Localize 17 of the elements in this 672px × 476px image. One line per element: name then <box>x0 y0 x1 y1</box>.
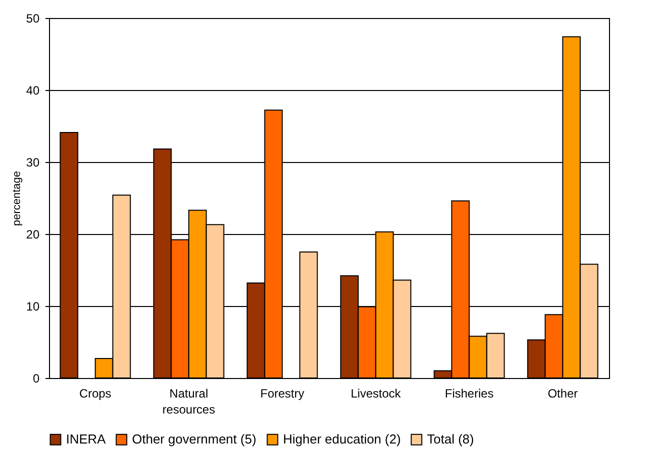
y-tick-label: 30 <box>26 156 40 170</box>
legend-label: Total (8) <box>427 432 474 447</box>
legend-label: Other government (5) <box>132 432 256 447</box>
legend-label: Higher education (2) <box>283 432 401 447</box>
y-tick-label: 50 <box>26 12 40 26</box>
x-tick-label: Livestock <box>350 386 402 400</box>
y-tick-label: 10 <box>26 300 40 314</box>
y-tick-label: 0 <box>32 372 40 386</box>
x-tick-label: Crops <box>79 386 112 400</box>
y-axis-title: percentage <box>11 170 24 226</box>
y-tick-label: 40 <box>26 84 40 98</box>
x-tick-label: Other <box>548 386 578 400</box>
legend-label: INERA <box>66 432 106 447</box>
x-tick-label: Fisheries <box>444 386 494 400</box>
x-tick-label: Forestry <box>260 386 304 400</box>
y-tick-label: 20 <box>26 228 40 242</box>
x-tick-label: Natural resources <box>162 386 216 416</box>
